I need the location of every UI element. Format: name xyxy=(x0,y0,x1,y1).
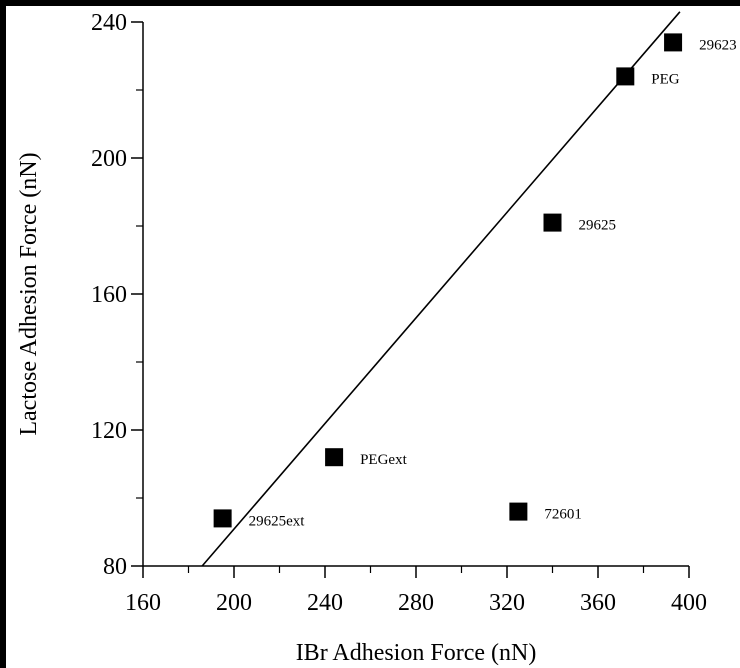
y-tick-label: 120 xyxy=(91,418,127,444)
point-label: 29625ext xyxy=(249,513,306,529)
x-tick-label: 280 xyxy=(398,590,434,616)
x-axis-title: IBr Adhesion Force (nN) xyxy=(296,640,537,666)
x-tick-label: 160 xyxy=(125,590,161,616)
point-label: 72601 xyxy=(544,507,582,523)
data-point xyxy=(325,448,344,467)
axis-ticks xyxy=(131,21,690,578)
x-tick-label: 320 xyxy=(489,590,525,616)
y-axis-title: Lactose Adhesion Force (nN) xyxy=(16,152,42,435)
y-tick-label: 80 xyxy=(103,554,127,580)
point-label: 29625 xyxy=(579,218,617,234)
fit-line xyxy=(201,11,681,567)
data-point xyxy=(664,33,683,52)
point-label: 29623 xyxy=(699,37,737,53)
point-label: PEG xyxy=(651,71,680,87)
data-point xyxy=(543,213,562,232)
point-label: PEGext xyxy=(360,452,407,468)
x-tick-label: 400 xyxy=(671,590,707,616)
data-point xyxy=(213,509,232,528)
y-tick-label: 200 xyxy=(91,146,127,172)
point-labels: 29623 PEG 29625 PEGext 29625ext 72601 xyxy=(249,37,737,529)
fit-line-group xyxy=(201,11,681,567)
data-points xyxy=(213,33,683,528)
x-tick-label: 360 xyxy=(580,590,616,616)
x-tick-label: 240 xyxy=(307,590,343,616)
y-tick-label: 160 xyxy=(91,282,127,308)
data-point xyxy=(509,502,528,521)
tick-labels: 160 200 240 280 320 360 400 80 120 160 200 240 xyxy=(91,10,707,616)
y-tick-label: 240 xyxy=(91,10,127,36)
axes xyxy=(142,22,689,567)
x-tick-label: 200 xyxy=(216,590,252,616)
chart-panel xyxy=(6,6,740,668)
data-point xyxy=(616,67,635,86)
